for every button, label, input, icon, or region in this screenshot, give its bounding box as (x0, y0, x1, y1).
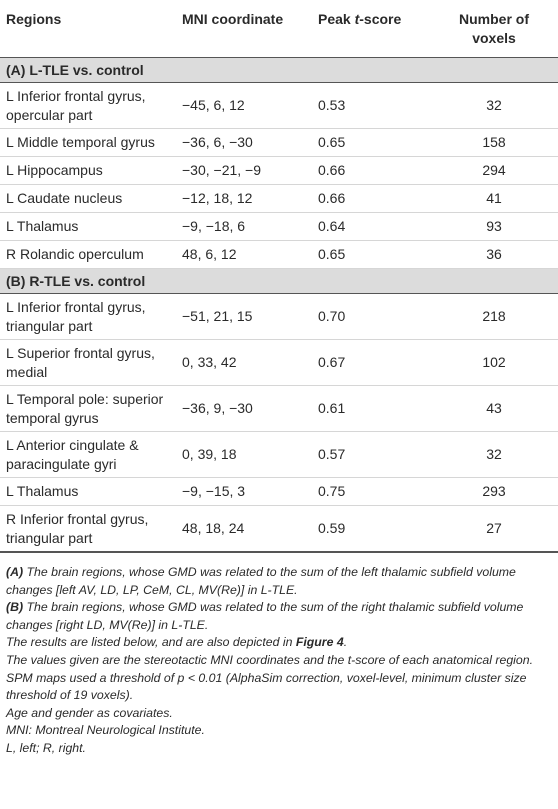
results-table: Regions MNI coordinate Peak t-score Numb… (0, 0, 558, 553)
section-b-row: (B) R-TLE vs. control (0, 268, 558, 294)
region-cell: L Hippocampus (0, 156, 176, 185)
table-row: L Inferior frontal gyrus, triangular par… (0, 293, 558, 340)
table-row: R Inferior frontal gyrus, triangular par… (0, 505, 558, 553)
header-regions: Regions (0, 0, 176, 58)
mni-cell: −12, 18, 12 (176, 184, 312, 213)
region-cell: L Temporal pole: superior temporal gyrus (0, 385, 176, 432)
footnote-results: The results are listed below, and are al… (6, 634, 552, 652)
voxels-cell: 32 (430, 82, 558, 129)
peak-cell: 0.75 (312, 477, 430, 506)
footnote-mni: MNI: Montreal Neurological Institute. (6, 723, 205, 738)
footnote-values: The values given are the stereotactic MN… (6, 652, 534, 703)
region-cell: L Anterior cingulate & paracingulate gyr… (0, 431, 176, 478)
table-row: L Caudate nucleus −12, 18, 12 0.66 41 (0, 184, 558, 213)
header-peak-prefix: Peak (318, 11, 355, 27)
mni-cell: 48, 18, 24 (176, 505, 312, 553)
mni-cell: −36, 6, −30 (176, 128, 312, 157)
voxels-cell: 43 (430, 385, 558, 432)
peak-cell: 0.67 (312, 339, 430, 386)
table-header: Regions MNI coordinate Peak t-score Numb… (0, 0, 558, 58)
table-row: L Temporal pole: superior temporal gyrus… (0, 385, 558, 432)
section-a-label: (A) L-TLE vs. control (0, 57, 558, 83)
peak-cell: 0.53 (312, 82, 430, 129)
table-row: L Thalamus −9, −15, 3 0.75 293 (0, 477, 558, 506)
header-peak-t: t (354, 11, 360, 27)
mni-cell: −9, −18, 6 (176, 212, 312, 241)
table-footnotes: (A) The brain regions, whose GMD was rel… (0, 564, 558, 758)
mni-cell: −45, 6, 12 (176, 82, 312, 129)
footnote-results-text: The results are listed below, and are al… (6, 635, 296, 650)
footnote-lr: L, left; R, right. (6, 740, 86, 755)
voxels-cell: 93 (430, 212, 558, 241)
header-voxels: Number of voxels (430, 0, 558, 58)
peak-cell: 0.66 (312, 184, 430, 213)
footnote-a-text: The brain regions, whose GMD was related… (6, 565, 516, 597)
mni-cell: 0, 39, 18 (176, 431, 312, 478)
voxels-cell: 102 (430, 339, 558, 386)
header-mni: MNI coordinate (176, 0, 312, 58)
results-table-figure: Regions MNI coordinate Peak t-score Numb… (0, 0, 558, 758)
mni-cell: −9, −15, 3 (176, 477, 312, 506)
region-cell: R Rolandic operculum (0, 240, 176, 269)
table-row: L Anterior cingulate & paracingulate gyr… (0, 431, 558, 478)
region-cell: L Middle temporal gyrus (0, 128, 176, 157)
voxels-cell: 41 (430, 184, 558, 213)
header-peak: Peak t-score (312, 0, 430, 58)
region-cell: L Inferior frontal gyrus, triangular par… (0, 293, 176, 340)
mni-cell: −30, −21, −9 (176, 156, 312, 185)
peak-cell: 0.70 (312, 293, 430, 340)
peak-cell: 0.66 (312, 156, 430, 185)
table-row: L Hippocampus −30, −21, −9 0.66 294 (0, 156, 558, 185)
voxels-cell: 293 (430, 477, 558, 506)
region-cell: L Caudate nucleus (0, 184, 176, 213)
mni-cell: −51, 21, 15 (176, 293, 312, 340)
table-row: L Superior frontal gyrus, medial 0, 33, … (0, 339, 558, 386)
table-row: L Inferior frontal gyrus, opercular part… (0, 82, 558, 129)
region-cell: L Thalamus (0, 212, 176, 241)
mni-cell: 48, 6, 12 (176, 240, 312, 269)
peak-cell: 0.61 (312, 385, 430, 432)
figure-link[interactable]: Figure 4 (295, 635, 344, 650)
header-peak-suffix: -score (359, 11, 402, 27)
peak-cell: 0.64 (312, 212, 430, 241)
region-cell: L Inferior frontal gyrus, opercular part (0, 82, 176, 129)
footnote-covariates: Age and gender as covariates. (6, 705, 173, 720)
footnote-a: (A) The brain regions, whose GMD was rel… (6, 564, 552, 599)
voxels-cell: 158 (430, 128, 558, 157)
footnote-b-label: (B) (6, 600, 24, 615)
footnote-b-text: The brain regions, whose GMD was related… (6, 600, 524, 632)
peak-cell: 0.57 (312, 431, 430, 478)
footnote-a-label: (A) (6, 565, 24, 579)
voxels-cell: 36 (430, 240, 558, 269)
voxels-cell: 294 (430, 156, 558, 185)
region-cell: L Thalamus (0, 477, 176, 506)
footnote-b: (B) The brain regions, whose GMD was rel… (6, 599, 552, 634)
mni-cell: 0, 33, 42 (176, 339, 312, 386)
mni-cell: −36, 9, −30 (176, 385, 312, 432)
voxels-cell: 218 (430, 293, 558, 340)
voxels-cell: 32 (430, 431, 558, 478)
region-cell: R Inferior frontal gyrus, triangular par… (0, 505, 176, 553)
section-a-row: (A) L-TLE vs. control (0, 57, 558, 83)
peak-cell: 0.59 (312, 505, 430, 553)
table-row: L Thalamus −9, −18, 6 0.64 93 (0, 212, 558, 241)
voxels-cell: 27 (430, 505, 558, 553)
table-row: L Middle temporal gyrus −36, 6, −30 0.65… (0, 128, 558, 157)
peak-cell: 0.65 (312, 128, 430, 157)
region-cell: L Superior frontal gyrus, medial (0, 339, 176, 386)
footnote-results-end: . (343, 635, 348, 650)
peak-cell: 0.65 (312, 240, 430, 269)
section-b-label: (B) R-TLE vs. control (0, 268, 558, 294)
table-row: R Rolandic operculum 48, 6, 12 0.65 36 (0, 240, 558, 269)
